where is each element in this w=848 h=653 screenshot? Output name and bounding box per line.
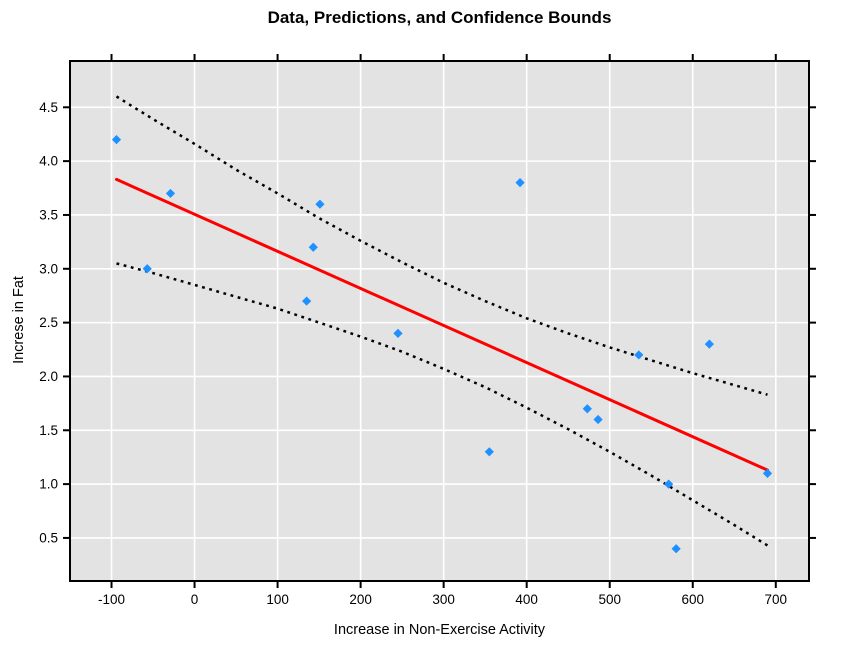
data-point (484, 447, 494, 457)
x-tick-label: 500 (598, 592, 621, 607)
y-tick-label: 4.5 (39, 100, 58, 115)
x-tick-label: 700 (765, 592, 788, 607)
y-axis-label: Increse in Fat (11, 276, 27, 364)
y-tick-label: 0.5 (39, 530, 58, 545)
data-point (582, 404, 592, 414)
x-tick-label: 600 (681, 592, 704, 607)
x-tick-label: 100 (266, 592, 289, 607)
y-tick-label: 1.5 (39, 423, 58, 438)
data-point (308, 242, 318, 252)
data-point (762, 468, 773, 478)
x-tick-label: 300 (432, 592, 455, 607)
data-point (671, 544, 681, 554)
data-point (315, 199, 325, 209)
x-tick-label: 200 (349, 592, 372, 607)
data-point (302, 296, 312, 306)
data-point (593, 414, 603, 425)
x-tick-label: 0 (191, 592, 199, 607)
plot-border (69, 60, 810, 582)
y-tick-label: 4.0 (39, 154, 58, 169)
data-point (704, 339, 714, 349)
data-point (634, 350, 644, 360)
y-tick-label: 3.5 (39, 207, 58, 222)
data-point (142, 264, 152, 274)
data-point (111, 134, 122, 145)
chart-title: Data, Predictions, and Confidence Bounds (267, 8, 612, 27)
regression-line (115, 177, 769, 472)
x-tick-label: 400 (515, 592, 538, 607)
x-tick-label: -100 (98, 592, 125, 607)
data-point (515, 178, 525, 188)
data-point (165, 188, 176, 199)
y-tick-label: 1.0 (39, 477, 58, 492)
plot-area (70, 61, 809, 581)
data-point (664, 479, 674, 489)
y-tick-label: 2.0 (39, 369, 58, 384)
x-axis-label: Increase in Non-Exercise Activity (333, 622, 546, 638)
data-point (393, 328, 403, 338)
y-tick-label: 2.5 (39, 315, 58, 330)
y-tick-label: 3.0 (39, 261, 58, 276)
